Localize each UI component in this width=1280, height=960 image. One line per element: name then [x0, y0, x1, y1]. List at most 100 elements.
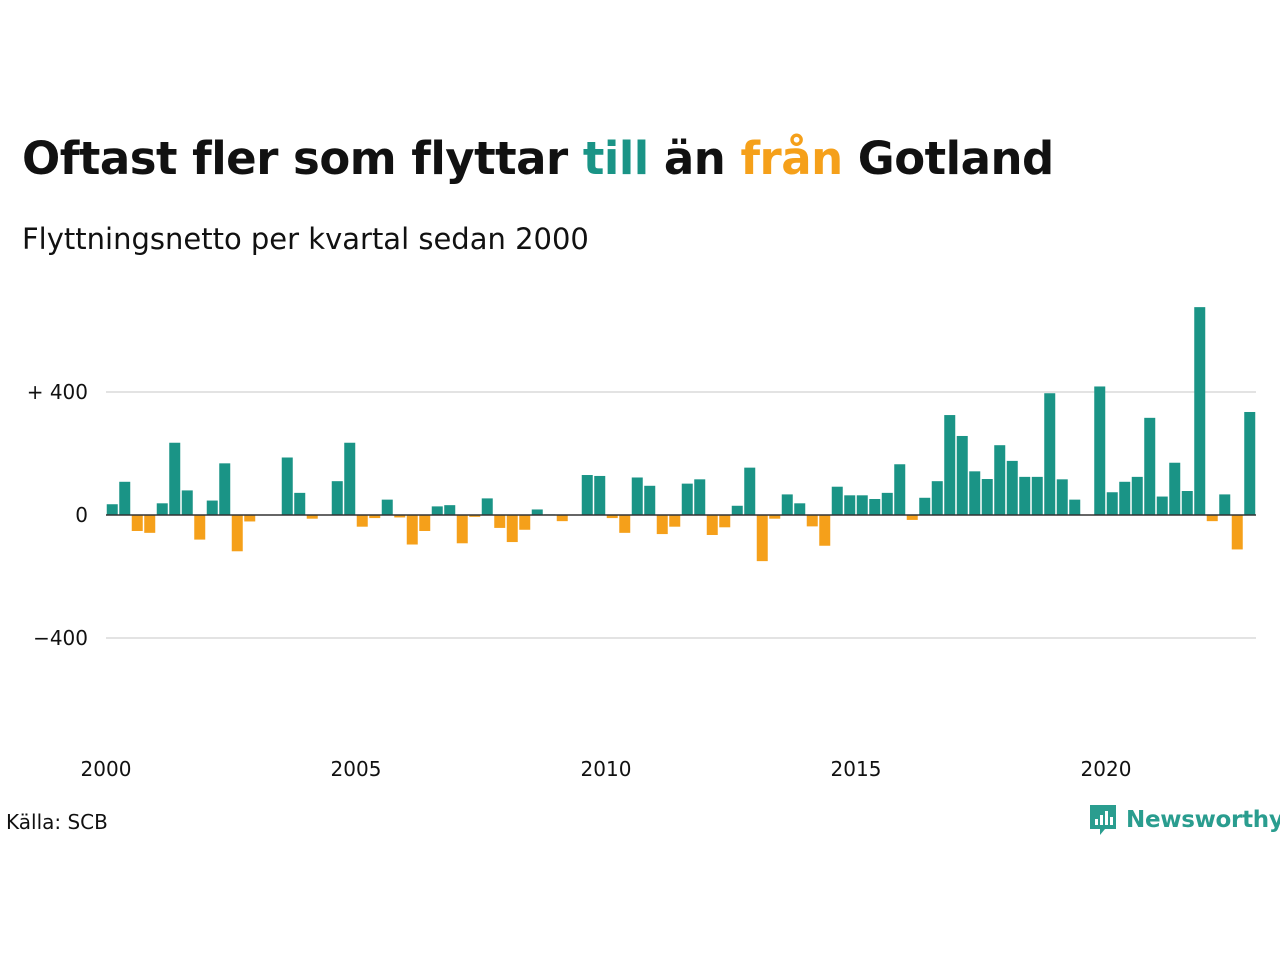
bar [394, 515, 406, 518]
bar [856, 495, 868, 515]
bar [469, 515, 481, 517]
bar [169, 442, 181, 515]
bar [1056, 479, 1068, 515]
bar [731, 505, 743, 515]
bar [694, 479, 706, 515]
bar [106, 504, 118, 515]
brand-logo[interactable]: Newsworthy [1088, 803, 1280, 837]
bar [769, 515, 781, 519]
bar [794, 503, 806, 515]
bar [756, 515, 768, 562]
bar [594, 475, 606, 515]
bar [806, 515, 818, 527]
bar [844, 495, 856, 515]
bar [1194, 307, 1206, 515]
bar [244, 515, 256, 522]
bar [944, 415, 956, 515]
bar [356, 515, 368, 527]
bar [1156, 496, 1168, 515]
chart-subtitle: Flyttningsnetto per kvartal sedan 2000 [22, 222, 589, 256]
bar-chart: + 400 0 −400 2000 2005 2010 2015 2020 [27, 307, 1256, 781]
bar [956, 435, 968, 515]
bar [294, 492, 306, 515]
bar [156, 503, 168, 515]
bar [831, 486, 843, 515]
y-tick-label: 0 [75, 503, 88, 527]
bar [556, 515, 568, 522]
bar [819, 515, 831, 546]
y-tick-label: −400 [33, 626, 88, 650]
x-tick-label: 2010 [581, 757, 632, 781]
bar [1144, 417, 1156, 515]
bar [994, 445, 1006, 515]
title-part-3: Gotland [842, 132, 1054, 185]
bar [519, 515, 531, 530]
x-tick-label: 2000 [81, 757, 132, 781]
bar [1019, 476, 1031, 515]
bar [619, 515, 631, 533]
bar [581, 475, 593, 515]
bar [531, 509, 543, 515]
bar [219, 463, 231, 515]
bar [1106, 492, 1118, 515]
bar [419, 515, 431, 531]
bar [369, 515, 381, 519]
x-tick-label: 2015 [831, 757, 882, 781]
x-tick-label: 2020 [1081, 757, 1132, 781]
bar [1219, 494, 1231, 515]
bar [706, 515, 718, 535]
bar [869, 499, 881, 515]
bar [894, 464, 906, 515]
bar [931, 481, 943, 516]
title-highlight-till: till [582, 132, 649, 185]
bar [431, 506, 443, 515]
bar [631, 477, 643, 516]
bar [881, 492, 893, 515]
bar [1044, 393, 1056, 515]
x-tick-label: 2005 [331, 757, 382, 781]
brand-name: Newsworthy [1126, 807, 1280, 833]
bar [281, 457, 293, 515]
gridlines [106, 391, 1256, 639]
bar [131, 515, 143, 531]
bar [331, 481, 343, 516]
bar [206, 500, 218, 515]
title-part-2: än [648, 132, 741, 185]
bar [644, 485, 656, 515]
bar [969, 471, 981, 515]
bar [344, 442, 356, 515]
bar [719, 515, 731, 528]
axes: + 400 0 −400 2000 2005 2010 2015 2020 [27, 380, 1256, 781]
bar [306, 515, 318, 519]
bar [1031, 476, 1043, 515]
bar [1231, 515, 1243, 550]
bar [744, 467, 756, 515]
bar [494, 515, 506, 528]
bar [669, 515, 681, 527]
bar [456, 515, 468, 544]
bar [1169, 462, 1181, 515]
bar [606, 515, 618, 519]
bar [506, 515, 518, 543]
bar [444, 505, 456, 515]
bar [194, 515, 206, 540]
bars [106, 307, 1256, 562]
bar [919, 497, 931, 515]
bar [1006, 460, 1018, 515]
title-part-1: Oftast fler som flyttar [22, 132, 583, 185]
bar [681, 483, 693, 515]
title-highlight-fran: från [740, 132, 843, 185]
bar [181, 490, 193, 515]
source-note: Källa: SCB [6, 810, 108, 834]
newsworthy-logo-icon [1090, 805, 1116, 835]
bar [1094, 386, 1106, 515]
bar [781, 494, 793, 515]
bar [1181, 491, 1193, 515]
bar [231, 515, 243, 552]
bar [1119, 481, 1131, 515]
bar [1131, 476, 1143, 515]
bar [144, 515, 156, 533]
bar [119, 481, 131, 515]
chart-title: Oftast fler som flyttar till än från Got… [22, 132, 1054, 185]
bar [1206, 515, 1218, 522]
